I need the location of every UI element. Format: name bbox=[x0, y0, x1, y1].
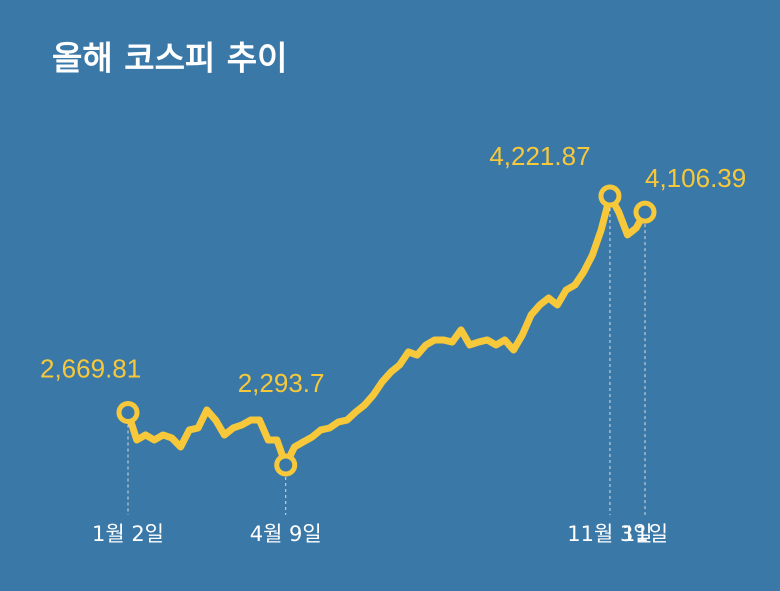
value-label: 4,221.87 bbox=[489, 141, 590, 171]
x-tick-label: 4월 9일 bbox=[250, 522, 322, 546]
marker bbox=[633, 200, 657, 224]
value-label: 4,106.39 bbox=[645, 163, 746, 193]
x-tick-label: 11월 3일 bbox=[567, 522, 652, 546]
x-tick-label: 11일 bbox=[622, 522, 668, 546]
marker bbox=[274, 453, 298, 477]
marker bbox=[598, 184, 622, 208]
value-label: 2,669.81 bbox=[40, 353, 141, 383]
chart-title: 올해 코스피 추이 bbox=[52, 39, 288, 78]
x-tick-label: 1월 2일 bbox=[92, 522, 164, 546]
line bbox=[124, 192, 649, 469]
value-label: 2,293.7 bbox=[238, 368, 325, 398]
marker bbox=[116, 401, 140, 425]
